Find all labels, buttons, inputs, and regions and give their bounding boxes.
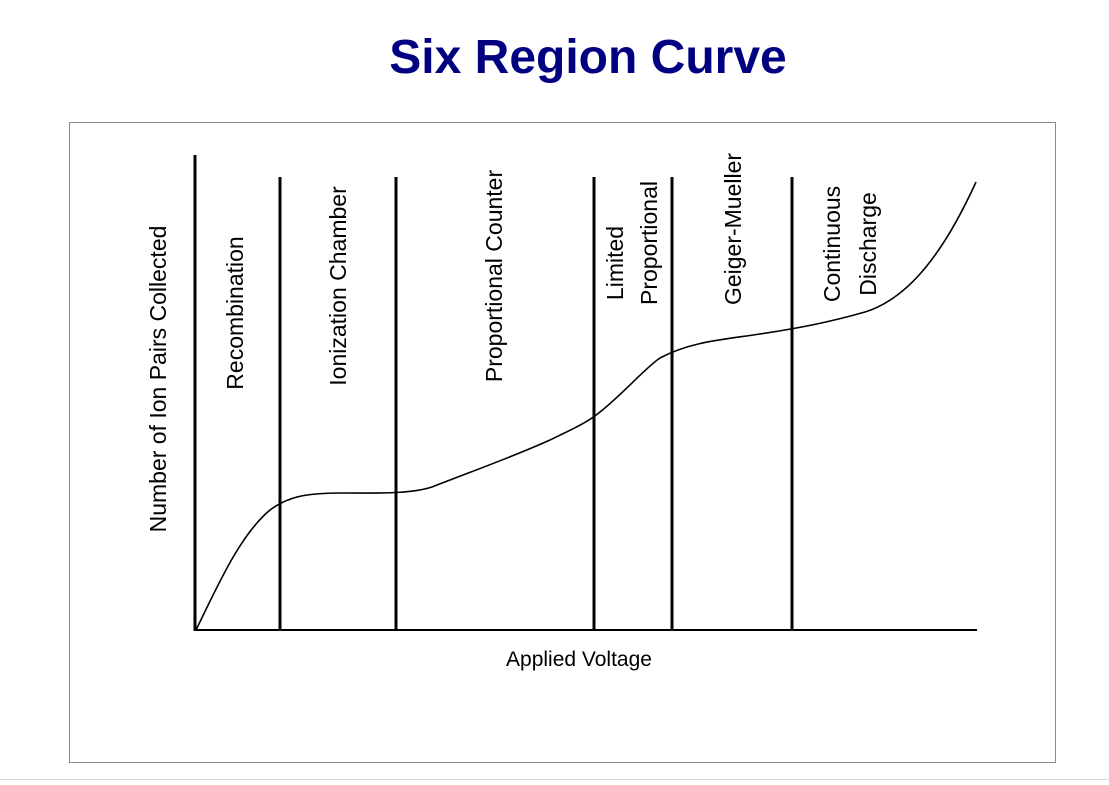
region-label-limited-line1: Limited <box>602 226 628 300</box>
region-label-geiger-mueller: Geiger-Mueller <box>720 153 746 305</box>
x-axis-label: Applied Voltage <box>506 648 652 671</box>
region-label-continuous-line1: Continuous <box>819 186 845 302</box>
figure-frame <box>69 122 1056 763</box>
page-title: Six Region Curve <box>389 31 787 84</box>
region-label-ionization-chamber: Ionization Chamber <box>325 186 351 386</box>
y-axis-label: Number of Ion Pairs Collected <box>145 226 171 533</box>
divider <box>0 779 1109 780</box>
region-label-proportional-counter: Proportional Counter <box>481 170 507 383</box>
region-label-continuous-line2: Discharge <box>855 192 881 296</box>
response-curve <box>195 181 977 631</box>
region-label-limited-line2: Proportional <box>636 181 662 305</box>
region-label-recombination: Recombination <box>222 236 248 389</box>
